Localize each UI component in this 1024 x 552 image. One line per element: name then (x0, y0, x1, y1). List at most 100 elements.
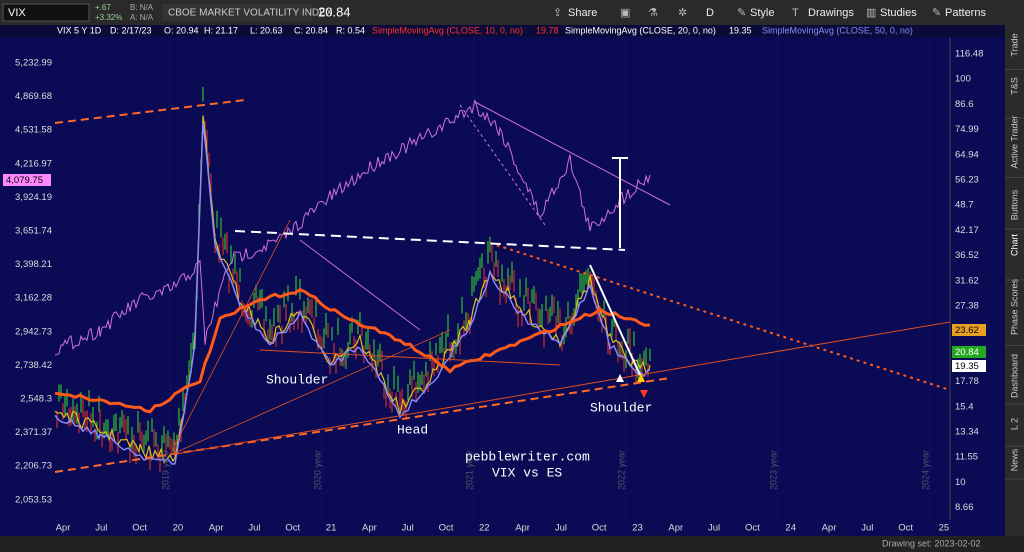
left-tick-label: 3,162.28 (15, 293, 52, 304)
side-tab[interactable]: Active Trader (1009, 115, 1019, 168)
info-field: VIX 5 Y 1D (57, 25, 102, 35)
right-tick-label: 36.52 (955, 250, 979, 261)
toolbar-button[interactable]: Share (568, 7, 597, 19)
side-tab[interactable]: News (1009, 448, 1019, 471)
bid: B: N/A (130, 3, 154, 12)
toolbar-button[interactable]: Studies (880, 7, 917, 19)
price-marker (3, 174, 51, 186)
left-tick-label: 4,531.58 (15, 125, 52, 136)
study-label: SimpleMovingAvg (CLOSE, 50, 0, no) (762, 25, 913, 35)
right-tick-label: 15.4 (955, 401, 974, 412)
year-label: 2023 year (768, 450, 778, 490)
info-field: O: 20.94 (164, 25, 199, 35)
left-tick-label: 2,053.53 (15, 494, 52, 505)
toolbar-icon: ✎ (932, 7, 941, 19)
x-tick-label: 25 (939, 523, 950, 534)
right-tick-label: 100 (955, 74, 971, 85)
left-tick-label: 2,942.73 (15, 326, 52, 337)
right-tick-label: 116.48 (955, 49, 983, 60)
year-label: 2019 year (160, 450, 170, 490)
price-marker-label: 4,079.75 (6, 175, 43, 186)
value-marker-label: 20.84 (955, 347, 979, 358)
info-bar (0, 25, 1005, 37)
x-tick-label: 21 (326, 523, 337, 534)
right-tick-label: 48.7 (955, 200, 974, 211)
name-box (162, 4, 312, 21)
info-field: D: 2/17/23 (110, 25, 152, 35)
change-pct: +3.32% (95, 13, 122, 22)
annotation: VIX vs ES (492, 465, 562, 480)
x-tick-label: 23 (632, 523, 643, 534)
x-tick-label: 24 (785, 523, 796, 534)
value-marker (952, 324, 986, 336)
toolbar-icon: ✲ (678, 7, 687, 19)
info-field: C: 20.84 (294, 25, 328, 35)
x-tick-label: Apr (362, 523, 377, 534)
labels: 2019 year 2020 year 2021 year 2022 year 2023… (3, 33, 1024, 548)
trendline (474, 101, 671, 206)
side-tab[interactable]: T&S (1009, 77, 1019, 95)
left-tick-label: 5,232.99 (15, 58, 52, 69)
trendline (169, 329, 451, 456)
right-tick-label: 56.23 (955, 175, 979, 186)
toolbar-button[interactable]: Drawings (808, 7, 854, 19)
year-label: 2020 year (312, 450, 322, 490)
info-field: L: 20.63 (250, 25, 283, 35)
left-tick-label: 2,738.42 (15, 360, 52, 371)
trendline (169, 219, 291, 456)
trendline (589, 264, 641, 376)
annotation: Shoulder (590, 400, 652, 415)
right-tick-label: 64.94 (955, 149, 979, 160)
x-tick-label: Jul (708, 523, 720, 534)
left-axis (0, 37, 55, 520)
toolbar-icon: ✎ (737, 7, 746, 19)
side-tab[interactable]: Phase Scores (1009, 278, 1019, 335)
status: Drawing set: 2023-02-02 (882, 538, 981, 548)
trendline (169, 321, 951, 456)
side-tab[interactable]: Trade (1009, 33, 1019, 56)
year-label: 2022 year (616, 450, 626, 490)
x-tick-label: Apr (56, 523, 71, 534)
x-tick-label: Jul (402, 523, 414, 534)
info-field: R: 0.54 (336, 25, 365, 35)
toolbar-icon: ▥ (866, 7, 876, 19)
x-tick-label: Apr (209, 523, 224, 534)
study-value: 19.78 (536, 25, 559, 35)
trendline (299, 239, 421, 331)
toolbar-button[interactable]: Style (750, 7, 774, 19)
toolbar-icon: T (792, 7, 799, 19)
left-tick-label: 4,216.97 (15, 158, 52, 169)
left-tick-label: 2,371.37 (15, 427, 52, 438)
x-tick-label: Jul (95, 523, 107, 534)
toolbar-button[interactable]: D (706, 7, 714, 19)
right-tick-label: 13.34 (955, 427, 979, 438)
x-tick-label: Apr (668, 523, 683, 534)
year-label: 2024 year (920, 450, 930, 490)
x-tick-label: 20 (173, 523, 184, 534)
x-tick-label: Oct (439, 523, 454, 534)
left-tick-label: 2,548.3 (20, 394, 52, 405)
toolbar-buttons: Share D Style Drawings Studies Patterns ⇪ ▣ ⚗ ✲ ✎ T… (553, 7, 986, 19)
ask: A: N/A (130, 13, 154, 22)
es-line (54, 98, 651, 356)
x-tick-label: Jul (248, 523, 260, 534)
side-tab[interactable]: Buttons (1009, 189, 1019, 220)
study-value: 19.35 (729, 25, 752, 35)
side-tab[interactable]: L 2 (1009, 418, 1019, 430)
trendline (459, 104, 546, 226)
side-tab[interactable]: Chart (1009, 234, 1019, 257)
symbol-box[interactable] (2, 3, 90, 22)
toolbar-icon: ⚗ (648, 7, 658, 19)
toolbar-button[interactable]: Patterns (945, 7, 986, 19)
marker-arrow (640, 390, 648, 398)
left-tick-label: 4,869.68 (15, 91, 52, 102)
x-tick-label: Oct (898, 523, 913, 534)
annotation: pebblewriter.com (465, 449, 590, 464)
x-tick-label: 22 (479, 523, 490, 534)
study-label: SimpleMovingAvg (CLOSE, 10, 0, no) (372, 25, 523, 35)
last-price: 20.84 (318, 4, 351, 19)
right-tick-label: 86.6 (955, 99, 974, 110)
info-field: H: 21.17 (204, 25, 238, 35)
side-tab[interactable]: Dashboard (1009, 354, 1019, 398)
value-marker (952, 346, 986, 358)
